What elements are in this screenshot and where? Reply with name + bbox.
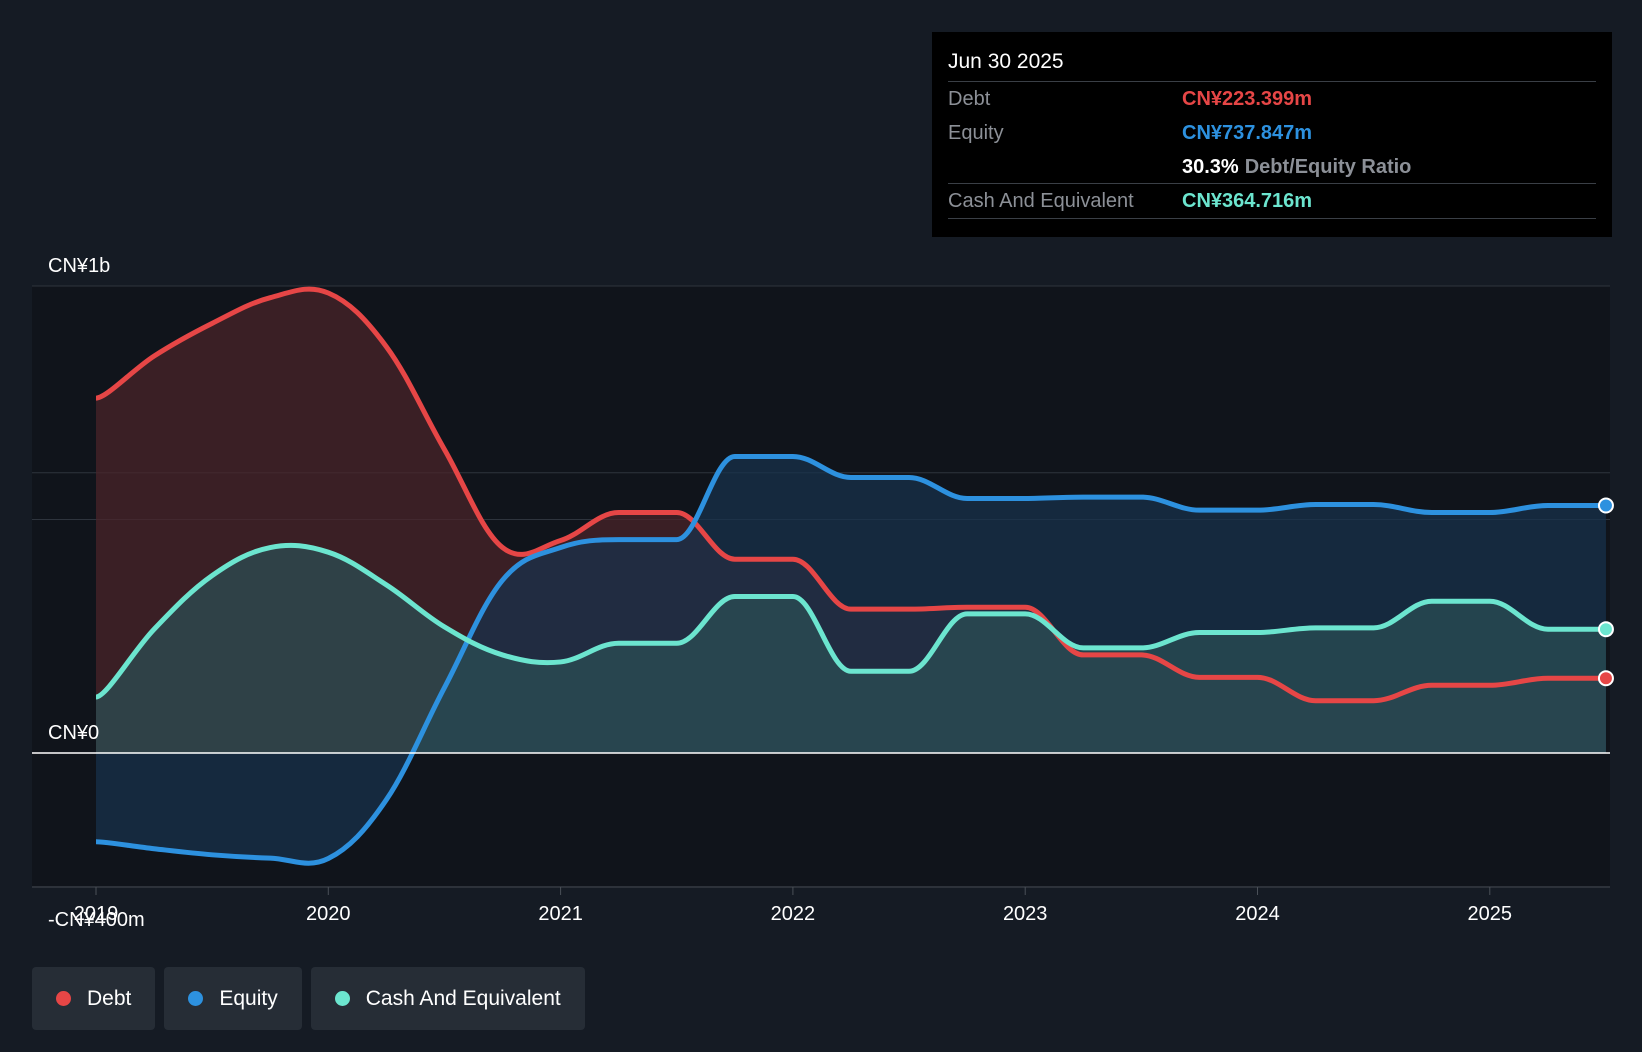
x-tick-label: 2019 xyxy=(74,903,119,925)
area-cash-and-equivalent xyxy=(96,545,1606,753)
tooltip-row-debt: Debt CN¥223.399m xyxy=(948,81,1596,116)
tooltip-equity-label: Equity xyxy=(948,122,1004,144)
x-axis-labels: 2019 2020 2021 2022 2023 2024 2025 xyxy=(74,887,1512,925)
series-lines xyxy=(95,286,1606,866)
end-marker-equity xyxy=(1597,497,1614,514)
tooltip-row-equity: Equity CN¥737.847m xyxy=(948,115,1596,150)
legend-item-cash[interactable]: Cash And Equivalent xyxy=(310,967,585,1030)
legend-item-equity[interactable]: Equity xyxy=(164,967,302,1030)
legend-label-debt: Debt xyxy=(87,986,132,1010)
y-tick-label: CN¥0 xyxy=(48,722,99,744)
legend-dot-icon xyxy=(188,991,204,1006)
line-debt xyxy=(95,286,1606,704)
legend-label-cash: Cash And Equivalent xyxy=(365,986,561,1010)
x-tick-label: 2024 xyxy=(1235,903,1280,925)
tooltip-debt-value: CN¥223.399m xyxy=(1182,88,1313,110)
end-marker-cash-and-equivalent xyxy=(1597,621,1614,638)
y-axis-labels: CN¥1b CN¥0 -CN¥400m xyxy=(48,255,145,931)
x-tick-label: 2023 xyxy=(1003,903,1048,925)
tooltip-ratio-label: Debt/Equity Ratio xyxy=(1244,156,1412,178)
x-tick-label: 2020 xyxy=(306,903,351,925)
y-tick-label: -CN¥400m xyxy=(48,909,145,931)
x-tick-label: 2021 xyxy=(538,903,583,925)
line-equity xyxy=(95,453,1606,866)
legend-label-equity: Equity xyxy=(219,986,278,1010)
area-equity xyxy=(96,456,1606,864)
tooltip-date: Jun 30 2025 xyxy=(948,50,1064,73)
legend-dot-icon xyxy=(334,991,350,1006)
tooltip-cash-label: Cash And Equivalent xyxy=(948,190,1134,212)
y-tick-label: CN¥1b xyxy=(48,255,110,277)
legend-item-debt[interactable]: Debt xyxy=(32,967,156,1030)
tooltip-panel: Jun 30 2025 Debt CN¥223.399m Equity CN¥7… xyxy=(932,32,1612,237)
legend-dot-icon xyxy=(56,991,71,1006)
series-areas xyxy=(96,289,1606,864)
tooltip-equity-value: CN¥737.847m xyxy=(1182,122,1313,144)
tooltip-ratio-pct: 30.3% xyxy=(1182,156,1239,178)
x-tick-label: 2022 xyxy=(771,903,816,925)
tooltip-row-cash: Cash And Equivalent CN¥364.716m xyxy=(948,183,1596,219)
tooltip-cash-value: CN¥364.716m xyxy=(1182,190,1313,212)
x-tick-label: 2025 xyxy=(1468,903,1513,925)
end-marker-debt xyxy=(1597,670,1614,687)
tooltip-ratio: 30.3% Debt/Equity Ratio xyxy=(1182,156,1411,179)
series-end-markers xyxy=(1597,497,1614,687)
tooltip-debt-label: Debt xyxy=(948,88,991,110)
line-cash-and-equivalent xyxy=(95,542,1606,700)
tooltip-row-ratio: 30.3% Debt/Equity Ratio xyxy=(948,149,1596,184)
legend: Debt Equity Cash And Equivalent xyxy=(32,967,585,1030)
